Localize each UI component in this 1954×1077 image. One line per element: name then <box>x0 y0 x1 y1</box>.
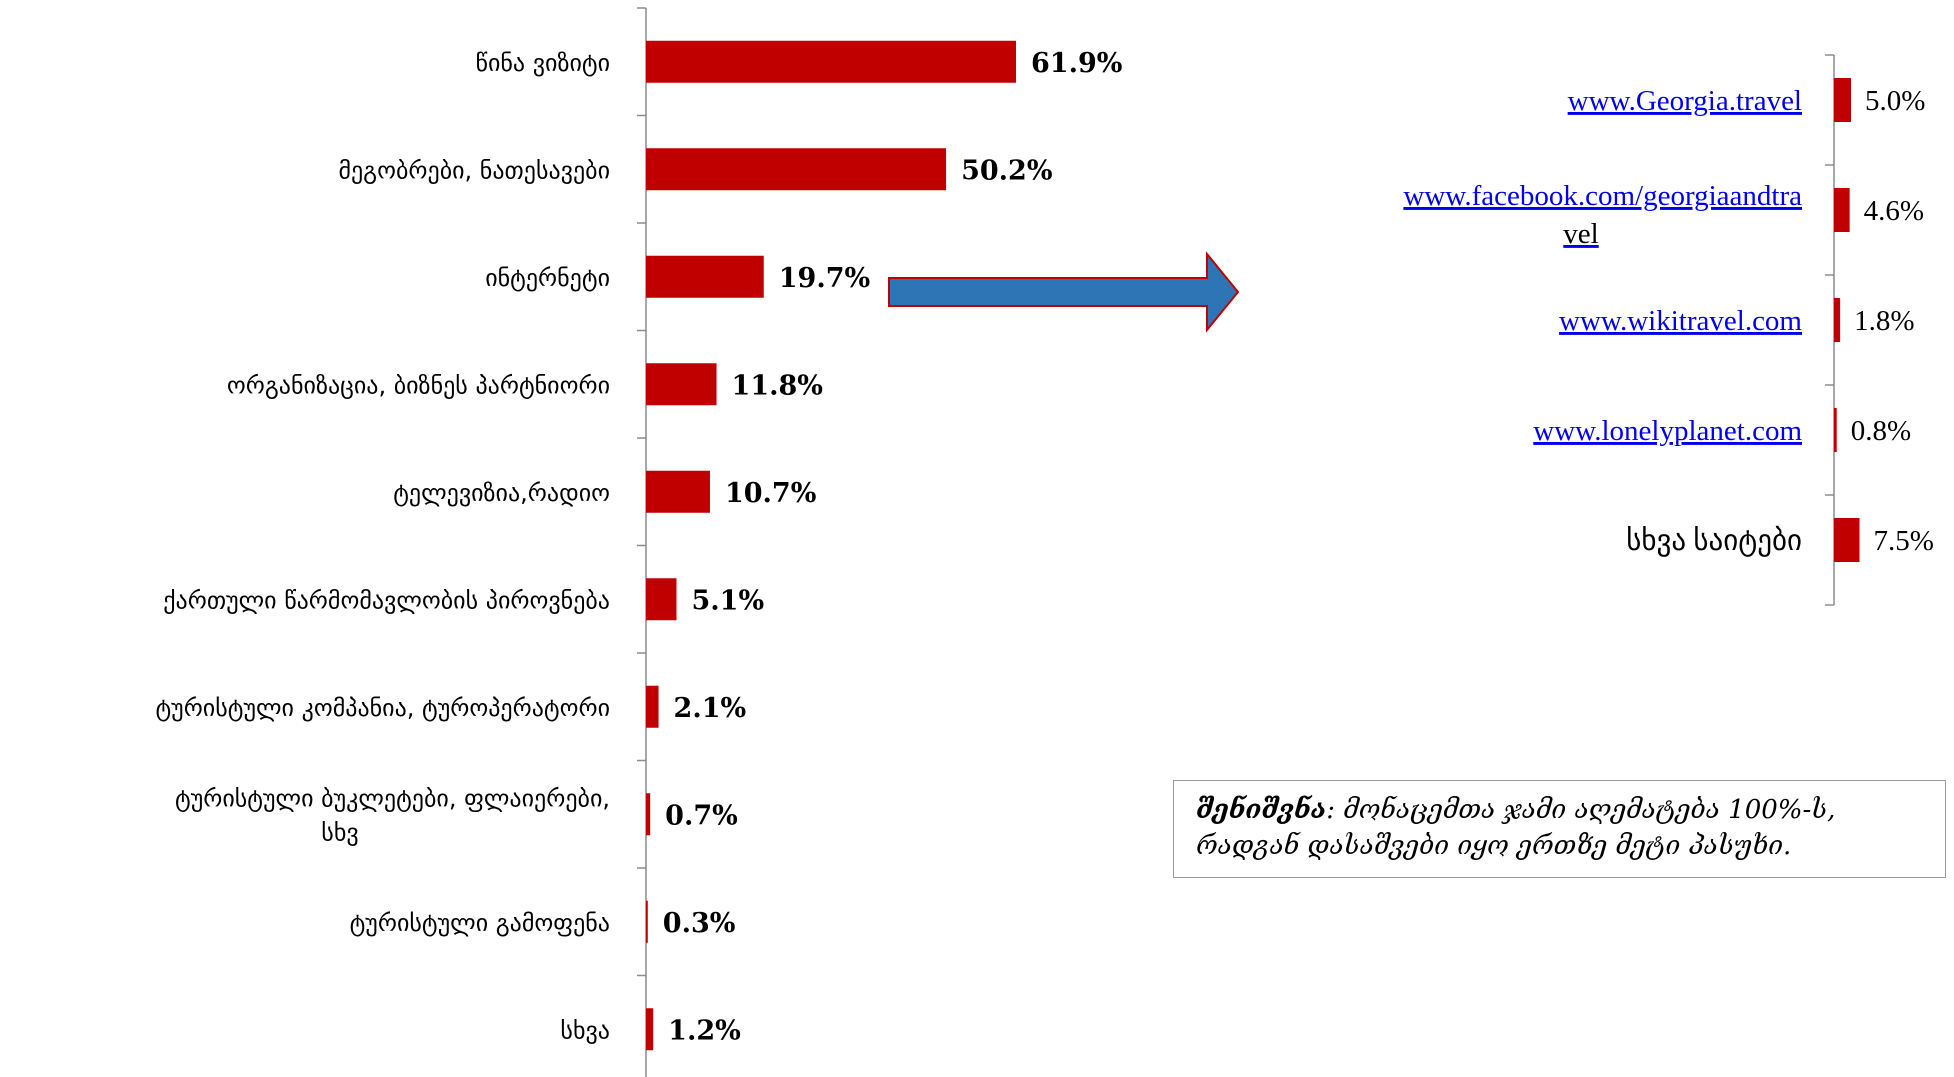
main-chart-ticks <box>637 7 646 977</box>
value-label: 5.0% <box>1865 85 1925 117</box>
bar <box>646 255 764 298</box>
value-label: 1.8% <box>1854 305 1914 337</box>
category-label: ინტერნეტი <box>485 264 610 292</box>
value-label: 1.2% <box>668 1015 741 1046</box>
main-chart-categories: წინა ვიზიტი მეგობრები, ნათესავები ინტერნეტ… <box>155 49 610 1045</box>
bar <box>646 470 710 513</box>
main-chart-bars <box>646 40 1016 1051</box>
bar <box>646 578 677 621</box>
info-source-chart: წინა ვიზიტი მეგობრები, ნათესავები ინტერნეტ… <box>155 7 1123 1077</box>
bar <box>1834 518 1860 562</box>
site-link[interactable]: www.wikitravel.com <box>1559 305 1802 337</box>
bar <box>1834 188 1850 232</box>
bar <box>1834 78 1851 122</box>
bar <box>646 40 1016 83</box>
arrow-shape <box>888 251 1240 333</box>
bar <box>1834 298 1841 342</box>
value-label: 11.8% <box>732 370 823 401</box>
site-link[interactable]: www.Georgia.travel <box>1568 85 1802 117</box>
bar <box>646 685 659 728</box>
category-label: ტურისტული კომპანია, ტუროპერატორი <box>155 694 610 722</box>
value-label: 7.5% <box>1874 525 1934 557</box>
value-label: 19.7% <box>779 263 870 294</box>
category-label: ქართული წარმომავლობის პიროვნება <box>163 586 610 614</box>
right-arrow-icon <box>888 251 1240 333</box>
category-label: სხვა <box>560 1016 610 1044</box>
sub-chart-ticks <box>1825 54 1834 606</box>
bar <box>646 363 717 406</box>
bar <box>646 148 947 191</box>
main-chart-value-labels: 61.9% 50.2% 19.7% 11.8% 10.7% 5.1% 2.1% 0.7% 0.3… <box>663 48 1123 1047</box>
site-link[interactable]: www.lonelyplanet.com <box>1533 415 1802 447</box>
value-label: 10.7% <box>725 478 816 509</box>
bar <box>646 1008 654 1051</box>
category-label: სხვა საიტები <box>1626 525 1802 557</box>
value-label: 0.3% <box>663 908 736 939</box>
value-label: 50.2% <box>961 155 1052 186</box>
category-label: წინა ვიზიტი <box>476 49 610 77</box>
sub-chart-bars <box>1834 78 1860 562</box>
value-label: 0.8% <box>1851 415 1911 447</box>
sub-chart-value-labels: 5.0% 4.6% 1.8% 0.8% 7.5% <box>1851 85 1934 557</box>
value-label: 0.7% <box>665 800 738 831</box>
note-text: : მონაცემთა ჯამი აღემატება 100%-ს, რადგა… <box>1196 795 1836 861</box>
site-link[interactable]: www.facebook.com/georgiaandtra vel <box>1403 180 1802 250</box>
sub-chart-categories: www.Georgia.travel www.facebook.com/georg… <box>1403 85 1802 557</box>
category-label: ტურისტული ბუკლეტები, ფლაიერები, სხვ <box>175 784 610 846</box>
value-label: 2.1% <box>674 693 747 724</box>
category-label: ორგანიზაცია, ბიზნეს პარტნიორი <box>227 371 610 399</box>
note-box: შენიშვნა: მონაცემთა ჯამი აღემატება 100%-… <box>1173 780 1946 878</box>
internet-sites-chart: www.Georgia.travel www.facebook.com/georg… <box>1403 54 1934 606</box>
note-bold-label: შენიშვნა <box>1196 795 1327 825</box>
value-label: 5.1% <box>691 585 764 616</box>
bar <box>1834 408 1837 452</box>
category-label: ტურისტული გამოფენა <box>350 909 610 937</box>
bar <box>646 900 648 943</box>
category-label: ტელევიზია,რადიო <box>393 479 610 507</box>
bar <box>646 793 651 836</box>
category-label: მეგობრები, ნათესავები <box>338 156 610 184</box>
value-label: 4.6% <box>1864 195 1924 227</box>
value-label: 61.9% <box>1031 48 1122 79</box>
